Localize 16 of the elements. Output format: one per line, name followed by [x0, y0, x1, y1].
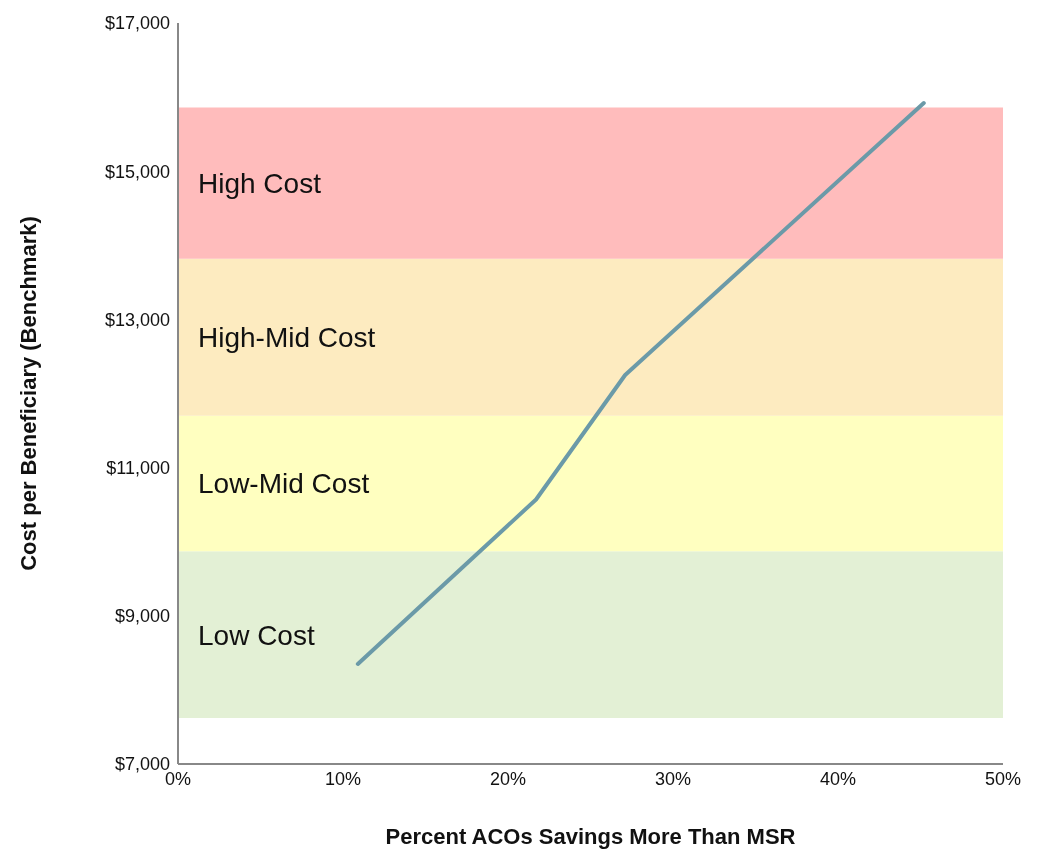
x-tick-label: 10%: [324, 768, 362, 789]
band-label: Low-Mid Cost: [198, 468, 370, 500]
band-label: High Cost: [198, 168, 322, 199]
y-tick-label: $13,000: [104, 309, 170, 330]
x-tick-label: 40%: [819, 768, 857, 789]
y-tick-label: $15,000: [104, 161, 170, 182]
x-tick-label: 20%: [489, 768, 527, 789]
y-tick-label: $9,000: [114, 606, 170, 627]
x-tick-label: 30%: [654, 768, 692, 789]
band-label: High-Mid Cost: [198, 322, 376, 354]
band-label: Low Cost: [198, 619, 315, 651]
y-tick-label: $17,000: [104, 13, 170, 34]
y-axis-title: Cost per Beneficiary (Benchmark): [15, 216, 41, 571]
x-axis-title: Percent ACOs Savings More Than MSR: [385, 824, 796, 849]
x-tick-label: 50%: [984, 768, 1022, 789]
y-tick-label: $11,000: [106, 457, 170, 478]
